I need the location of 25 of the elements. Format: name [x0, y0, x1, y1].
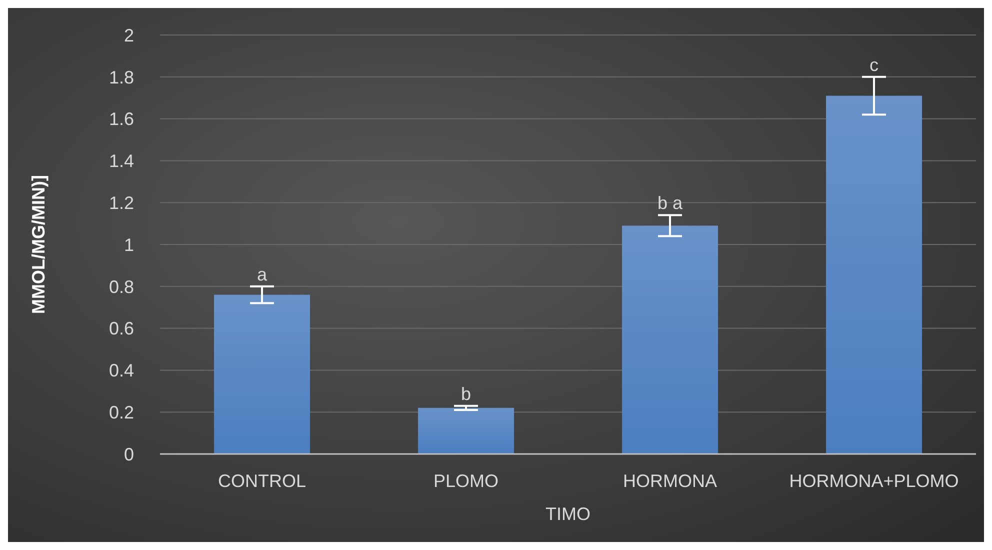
y-tick-label: 1.2 [108, 192, 134, 213]
x-tick-label: CONTROL [218, 470, 306, 491]
annotation: b a [657, 193, 684, 214]
y-tick-label: 2 [124, 25, 134, 46]
y-tick-label: 1.8 [108, 67, 134, 88]
bar [826, 96, 922, 454]
x-tick-label: HORMONA+PLOMO [789, 470, 959, 491]
y-tick-label: 0.2 [108, 402, 134, 422]
bar [622, 226, 718, 454]
y-tick-label: 0.4 [108, 360, 134, 381]
x-axis-title: TIMO [546, 504, 590, 524]
bar [214, 294, 310, 454]
x-tick-label: PLOMO [433, 470, 499, 491]
y-tick-label: 0 [124, 444, 134, 464]
y-tick-label: 0.8 [108, 276, 134, 297]
y-tick-label: 0.6 [108, 318, 134, 339]
bar [418, 408, 514, 454]
y-tick-label: 1.4 [108, 151, 134, 172]
annotation: c [870, 54, 878, 75]
y-axis-title: MMOL/MG/MIN)] [28, 175, 48, 314]
x-tick-label: HORMONA [623, 470, 717, 491]
annotation: b [460, 384, 472, 404]
annotation: a [256, 264, 268, 284]
y-tick-label: 1.6 [108, 109, 134, 130]
y-tick-label: 1 [124, 234, 134, 255]
